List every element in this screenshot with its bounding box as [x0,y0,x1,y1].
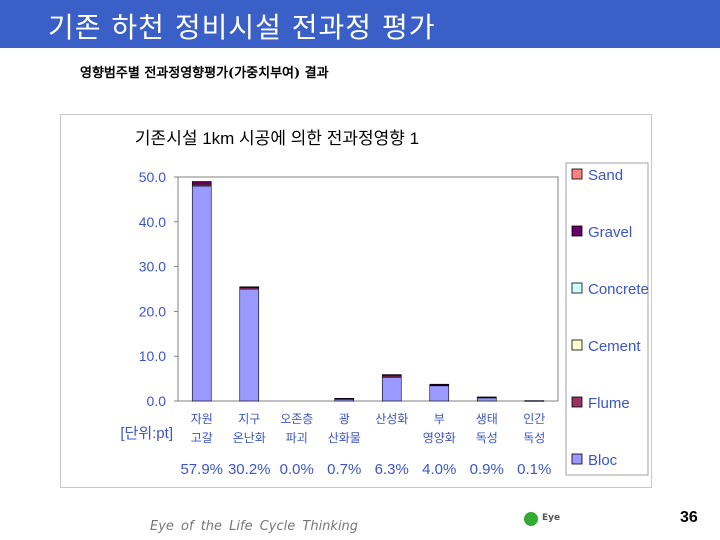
bar-segment-gravel [429,383,450,386]
legend-label-bloc: Bloc [588,452,618,469]
x-tick-label-line2: 온난화 [233,431,266,445]
legend-box [565,162,649,476]
eye-logo-icon [524,512,538,526]
percent-label: 0.9% [470,461,504,478]
eye-logo-text: Eye [542,513,561,523]
bar-segment-gravel [476,396,497,399]
legend-label-gravel: Gravel [588,224,632,241]
x-tick-label-line2: 영양화 [423,431,456,445]
bar-segment-bloc [191,185,212,402]
slide-title: 기존 하천 정비시설 전과정 평가 [48,11,436,44]
legend-swatch-bloc [571,453,583,465]
bar-segment-gravel [191,181,212,185]
x-tick-label-line1: 오존층 [280,412,313,426]
x-tick-label-line2: 독성 [523,431,545,445]
y-tick-label: 40.0 [139,214,166,230]
legend-swatch-flume [571,396,583,408]
unit-label: [단위:pt] [120,425,173,442]
bar-segment-gravel [239,286,260,288]
bar-segment-bloc [381,376,402,402]
bar-segment-gravel [381,374,402,377]
y-tick-label: 50.0 [139,169,166,185]
chart-panel: 기존시설 1km 시공에 의한 전과정영향 1 0.0 10.0 20.0 30.0 40… [60,114,652,488]
legend-label-sand: Sand [588,167,623,184]
y-tick-label: 30.0 [139,259,166,275]
legend-label-cement: Cement [588,338,641,355]
x-tick-label-line2: 고갈 [191,431,213,445]
percent-label: 0.7% [327,461,361,478]
percent-label: 57.9% [180,461,223,478]
y-tick-label: 10.0 [139,348,166,364]
slide-subtitle: 영향범주별 전과정영향평가(가중치부여) 결과 [80,66,329,81]
footer-tagline: Eye of the Life Cycle Thinking [150,519,359,534]
bar-segment-gravel [334,398,355,400]
x-tick-label-line2: 산화물 [328,431,361,445]
percent-label: 4.0% [422,461,456,478]
legend-swatch-gravel [571,225,583,237]
plot-area [177,176,559,402]
x-tick-label-line1: 생태 [476,412,498,426]
eye-logo: Eye [524,512,572,526]
bar-segment-bloc [429,385,450,402]
x-tick-label-line1: 광 [339,412,350,426]
x-tick-label-line1: 산성화 [375,412,408,426]
x-tick-label-line2: 파괴 [286,431,308,445]
x-tick-label-line2: 독성 [476,431,498,445]
page-number: 36 [680,509,698,526]
y-tick-label: 20.0 [139,303,166,319]
bar-segment-bloc [239,288,260,402]
bar-segment-bloc [524,400,545,402]
legend-swatch-cement [571,339,583,351]
percent-label: 6.3% [375,461,409,478]
percent-label: 0.0% [280,461,314,478]
legend-label-flume: Flume [588,395,630,412]
y-tick-label: 0.0 [147,393,167,409]
chart: 기존시설 1km 시공에 의한 전과정영향 1 0.0 10.0 20.0 30.0 40… [120,129,649,478]
x-tick-label-line1: 지구 [238,412,260,426]
percent-label: 30.2% [228,461,271,478]
x-tick-label-line1: 부 [434,412,445,426]
chart-title: 기존시설 1km 시공에 의한 전과정영향 1 [135,129,419,148]
legend-label-concrete: Concrete [588,281,649,298]
legend-swatch-sand [571,168,583,180]
percent-label: 0.1% [517,461,551,478]
legend-swatch-concrete [571,282,583,294]
title-bar: 기존 하천 정비시설 전과정 평가 [0,0,720,48]
x-tick-label-line1: 인간 [523,412,545,426]
x-tick-label-line1: 자원 [191,412,213,426]
